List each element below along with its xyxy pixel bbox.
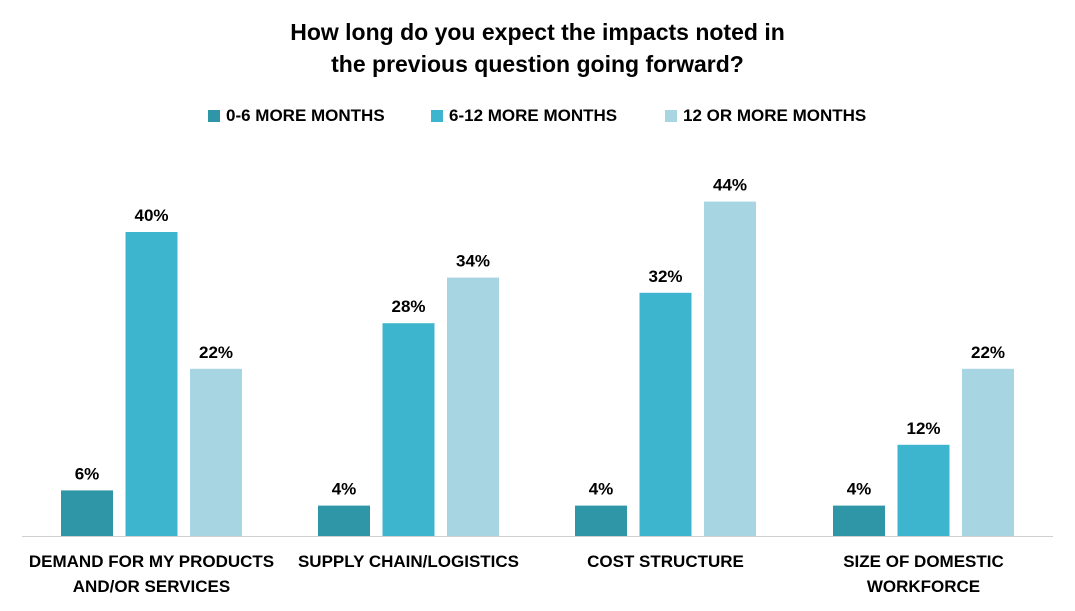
legend-item-0-6-months: 0-6 MORE MONTHS: [208, 104, 385, 128]
bars-group: [61, 201, 1014, 536]
bar-cost-structure-6-12-more-months: [639, 292, 692, 536]
chart-title-line-2: the previous question going forward?: [331, 51, 744, 77]
legend-label-12-plus-months: 12 OR MORE MONTHS: [683, 106, 867, 125]
data-label-cost-structure-12-or-more-months: 44%: [713, 176, 747, 195]
category-label-demand-for-my-products-and-or-services-line-2: AND/OR SERVICES: [73, 577, 230, 596]
category-label-supply-chain-logistics-line-1: SUPPLY CHAIN/LOGISTICS: [298, 552, 519, 571]
bar-size-of-domestic-workforce-6-12-more-months: [897, 444, 950, 536]
bar-demand-for-my-products-and-or-services-0-6-more-months: [61, 490, 113, 536]
chart-legend: 0-6 MORE MONTHS 6-12 MORE MONTHS 12 OR M…: [0, 104, 1075, 128]
bar-cost-structure-0-6-more-months: [575, 505, 627, 536]
category-labels-group: DEMAND FOR MY PRODUCTS AND/OR SERVICES SUP…: [29, 552, 1004, 596]
category-label-demand-for-my-products-and-or-services-line-1: DEMAND FOR MY PRODUCTS: [29, 552, 274, 571]
data-label-cost-structure-6-12-more-months: 32%: [648, 267, 682, 286]
chart-title: How long do you expect the impacts noted…: [0, 16, 1075, 80]
legend-item-12-plus-months: 12 OR MORE MONTHS: [665, 104, 866, 128]
data-label-cost-structure-0-6-more-months: 4%: [589, 480, 614, 499]
legend-swatch-0-6-months: [208, 110, 220, 122]
bar-supply-chain-logistics-6-12-more-months: [382, 323, 435, 536]
data-label-size-of-domestic-workforce-12-or-more-months: 22%: [971, 343, 1005, 362]
data-label-demand-for-my-products-and-or-services-12-or-more-months: 22%: [199, 343, 233, 362]
category-label-size-of-domestic-workforce-line-2: WORKFORCE: [867, 577, 980, 596]
value-labels-group: 6% 40% 22% 4% 28% 34% 4% 32% 44% 4% 12% 22%: [75, 176, 1005, 499]
category-label-cost-structure-line-1: COST STRUCTURE: [587, 552, 744, 571]
data-label-size-of-domestic-workforce-6-12-more-months: 12%: [906, 419, 940, 438]
bar-size-of-domestic-workforce-12-or-more-months: [962, 368, 1014, 536]
data-label-demand-for-my-products-and-or-services-0-6-more-months: 6%: [75, 464, 100, 483]
category-label-size-of-domestic-workforce-line-1: SIZE OF DOMESTIC: [843, 552, 1004, 571]
data-label-size-of-domestic-workforce-0-6-more-months: 4%: [847, 480, 872, 499]
legend-label-6-12-months: 6-12 MORE MONTHS: [449, 106, 618, 125]
data-label-supply-chain-logistics-12-or-more-months: 34%: [456, 252, 490, 271]
data-label-demand-for-my-products-and-or-services-6-12-more-months: 40%: [134, 206, 168, 225]
bar-size-of-domestic-workforce-0-6-more-months: [833, 505, 885, 536]
legend-swatch-12-plus-months: [665, 110, 677, 122]
legend-label-0-6-months: 0-6 MORE MONTHS: [226, 106, 385, 125]
bar-demand-for-my-products-and-or-services-12-or-more-months: [190, 368, 242, 536]
bar-demand-for-my-products-and-or-services-6-12-more-months: [125, 232, 178, 536]
bar-supply-chain-logistics-12-or-more-months: [447, 277, 499, 536]
data-label-supply-chain-logistics-0-6-more-months: 4%: [332, 480, 357, 499]
legend-swatch-6-12-months: [431, 110, 443, 122]
bar-cost-structure-12-or-more-months: [704, 201, 756, 536]
data-label-supply-chain-logistics-6-12-more-months: 28%: [391, 297, 425, 316]
bar-supply-chain-logistics-0-6-more-months: [318, 505, 370, 536]
legend-item-6-12-months: 6-12 MORE MONTHS: [431, 104, 617, 128]
chart-title-line-1: How long do you expect the impacts noted…: [290, 19, 785, 45]
